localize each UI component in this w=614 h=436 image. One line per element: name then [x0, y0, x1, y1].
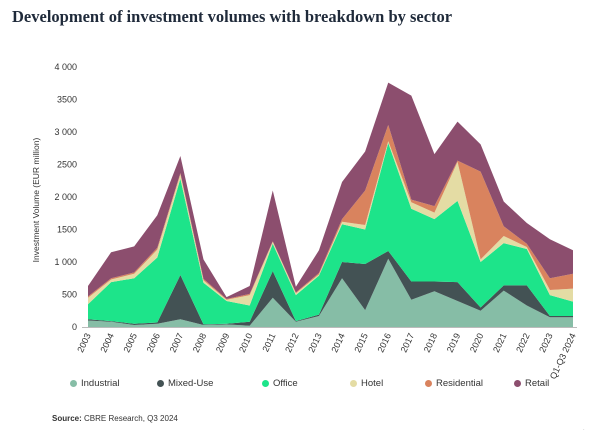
legend-swatch [514, 380, 521, 387]
x-tick-label: 2005 [121, 332, 139, 354]
y-tick-label: 500 [62, 290, 77, 300]
x-tick-label: 2020 [468, 332, 486, 354]
x-tick-label: 2015 [352, 332, 370, 354]
legend-label: Industrial [81, 378, 120, 389]
x-tick-label: 2022 [514, 332, 532, 354]
x-tick-label: 2023 [537, 332, 555, 354]
area-layer [88, 82, 573, 327]
chart-title: Development of investment volumes with b… [12, 7, 453, 26]
x-tick-label: 2018 [422, 332, 440, 354]
y-tick-label: 4 000 [54, 62, 77, 72]
legend-label: Residential [436, 378, 483, 389]
source-label: Source: [52, 414, 82, 423]
area-residential [88, 124, 573, 300]
x-tick-label: 2004 [98, 332, 116, 354]
legend-swatch [350, 380, 357, 387]
x-tick-label: 2011 [260, 332, 277, 354]
y-tick-label: 3 000 [54, 127, 77, 137]
x-tick-label: 2017 [399, 332, 417, 354]
area-office [88, 143, 573, 325]
area-retail [88, 82, 573, 300]
legend-swatch [70, 380, 77, 387]
x-tick-label: 2013 [306, 332, 324, 354]
legend-swatch [262, 380, 269, 387]
legend-item-office: Office [262, 378, 298, 389]
x-tick-label: 2008 [191, 332, 209, 354]
area-hotel [88, 141, 573, 306]
x-tick-label: 2012 [283, 332, 301, 354]
legend-swatch [425, 380, 432, 387]
legend-item-retail: Retail [514, 378, 549, 389]
legend-item-hotel: Hotel [350, 378, 383, 389]
y-tick-label: 1 000 [54, 257, 77, 267]
legend-item-industrial: Industrial [70, 378, 120, 389]
y-tick-label: 2500 [57, 160, 77, 170]
legend-label: Office [273, 378, 298, 389]
x-tick-label: 2006 [145, 332, 163, 354]
x-tick-label: 2010 [237, 332, 255, 354]
y-axis-label: Investment Volume (EUR million) [31, 137, 41, 262]
x-tick-label: 2009 [214, 332, 232, 354]
area-mixed-use [88, 250, 573, 326]
legend-swatch [157, 380, 164, 387]
y-tick-label: 0 [72, 322, 77, 332]
legend-item-mixed-use: Mixed-Use [157, 378, 213, 389]
x-tick-label: 2021 [491, 332, 509, 354]
source-text: CBRE Research, Q3 2024 [84, 414, 178, 423]
x-tick-label: 2007 [168, 332, 186, 354]
legend-label: Retail [525, 378, 550, 389]
area-industrial [88, 258, 573, 327]
x-tick-label: 2019 [445, 332, 463, 354]
x-tick-label: 2016 [376, 332, 394, 354]
y-tick-label: 2 000 [54, 192, 77, 202]
legend-label: Mixed-Use [168, 378, 214, 389]
legend: Industrial Mixed-Use Office Hotel Residentia… [0, 378, 614, 394]
y-tick-label: 1500 [57, 225, 77, 235]
x-tick-label: 2003 [75, 332, 93, 354]
legend-item-residential: Residential [425, 378, 483, 389]
legend-label: Hotel [361, 378, 384, 389]
x-tick-label: 2014 [329, 332, 347, 354]
source-note: Source: CBRE Research, Q3 2024 [52, 414, 178, 423]
page-marker: · [583, 427, 585, 433]
y-tick-label: 3500 [57, 95, 77, 105]
